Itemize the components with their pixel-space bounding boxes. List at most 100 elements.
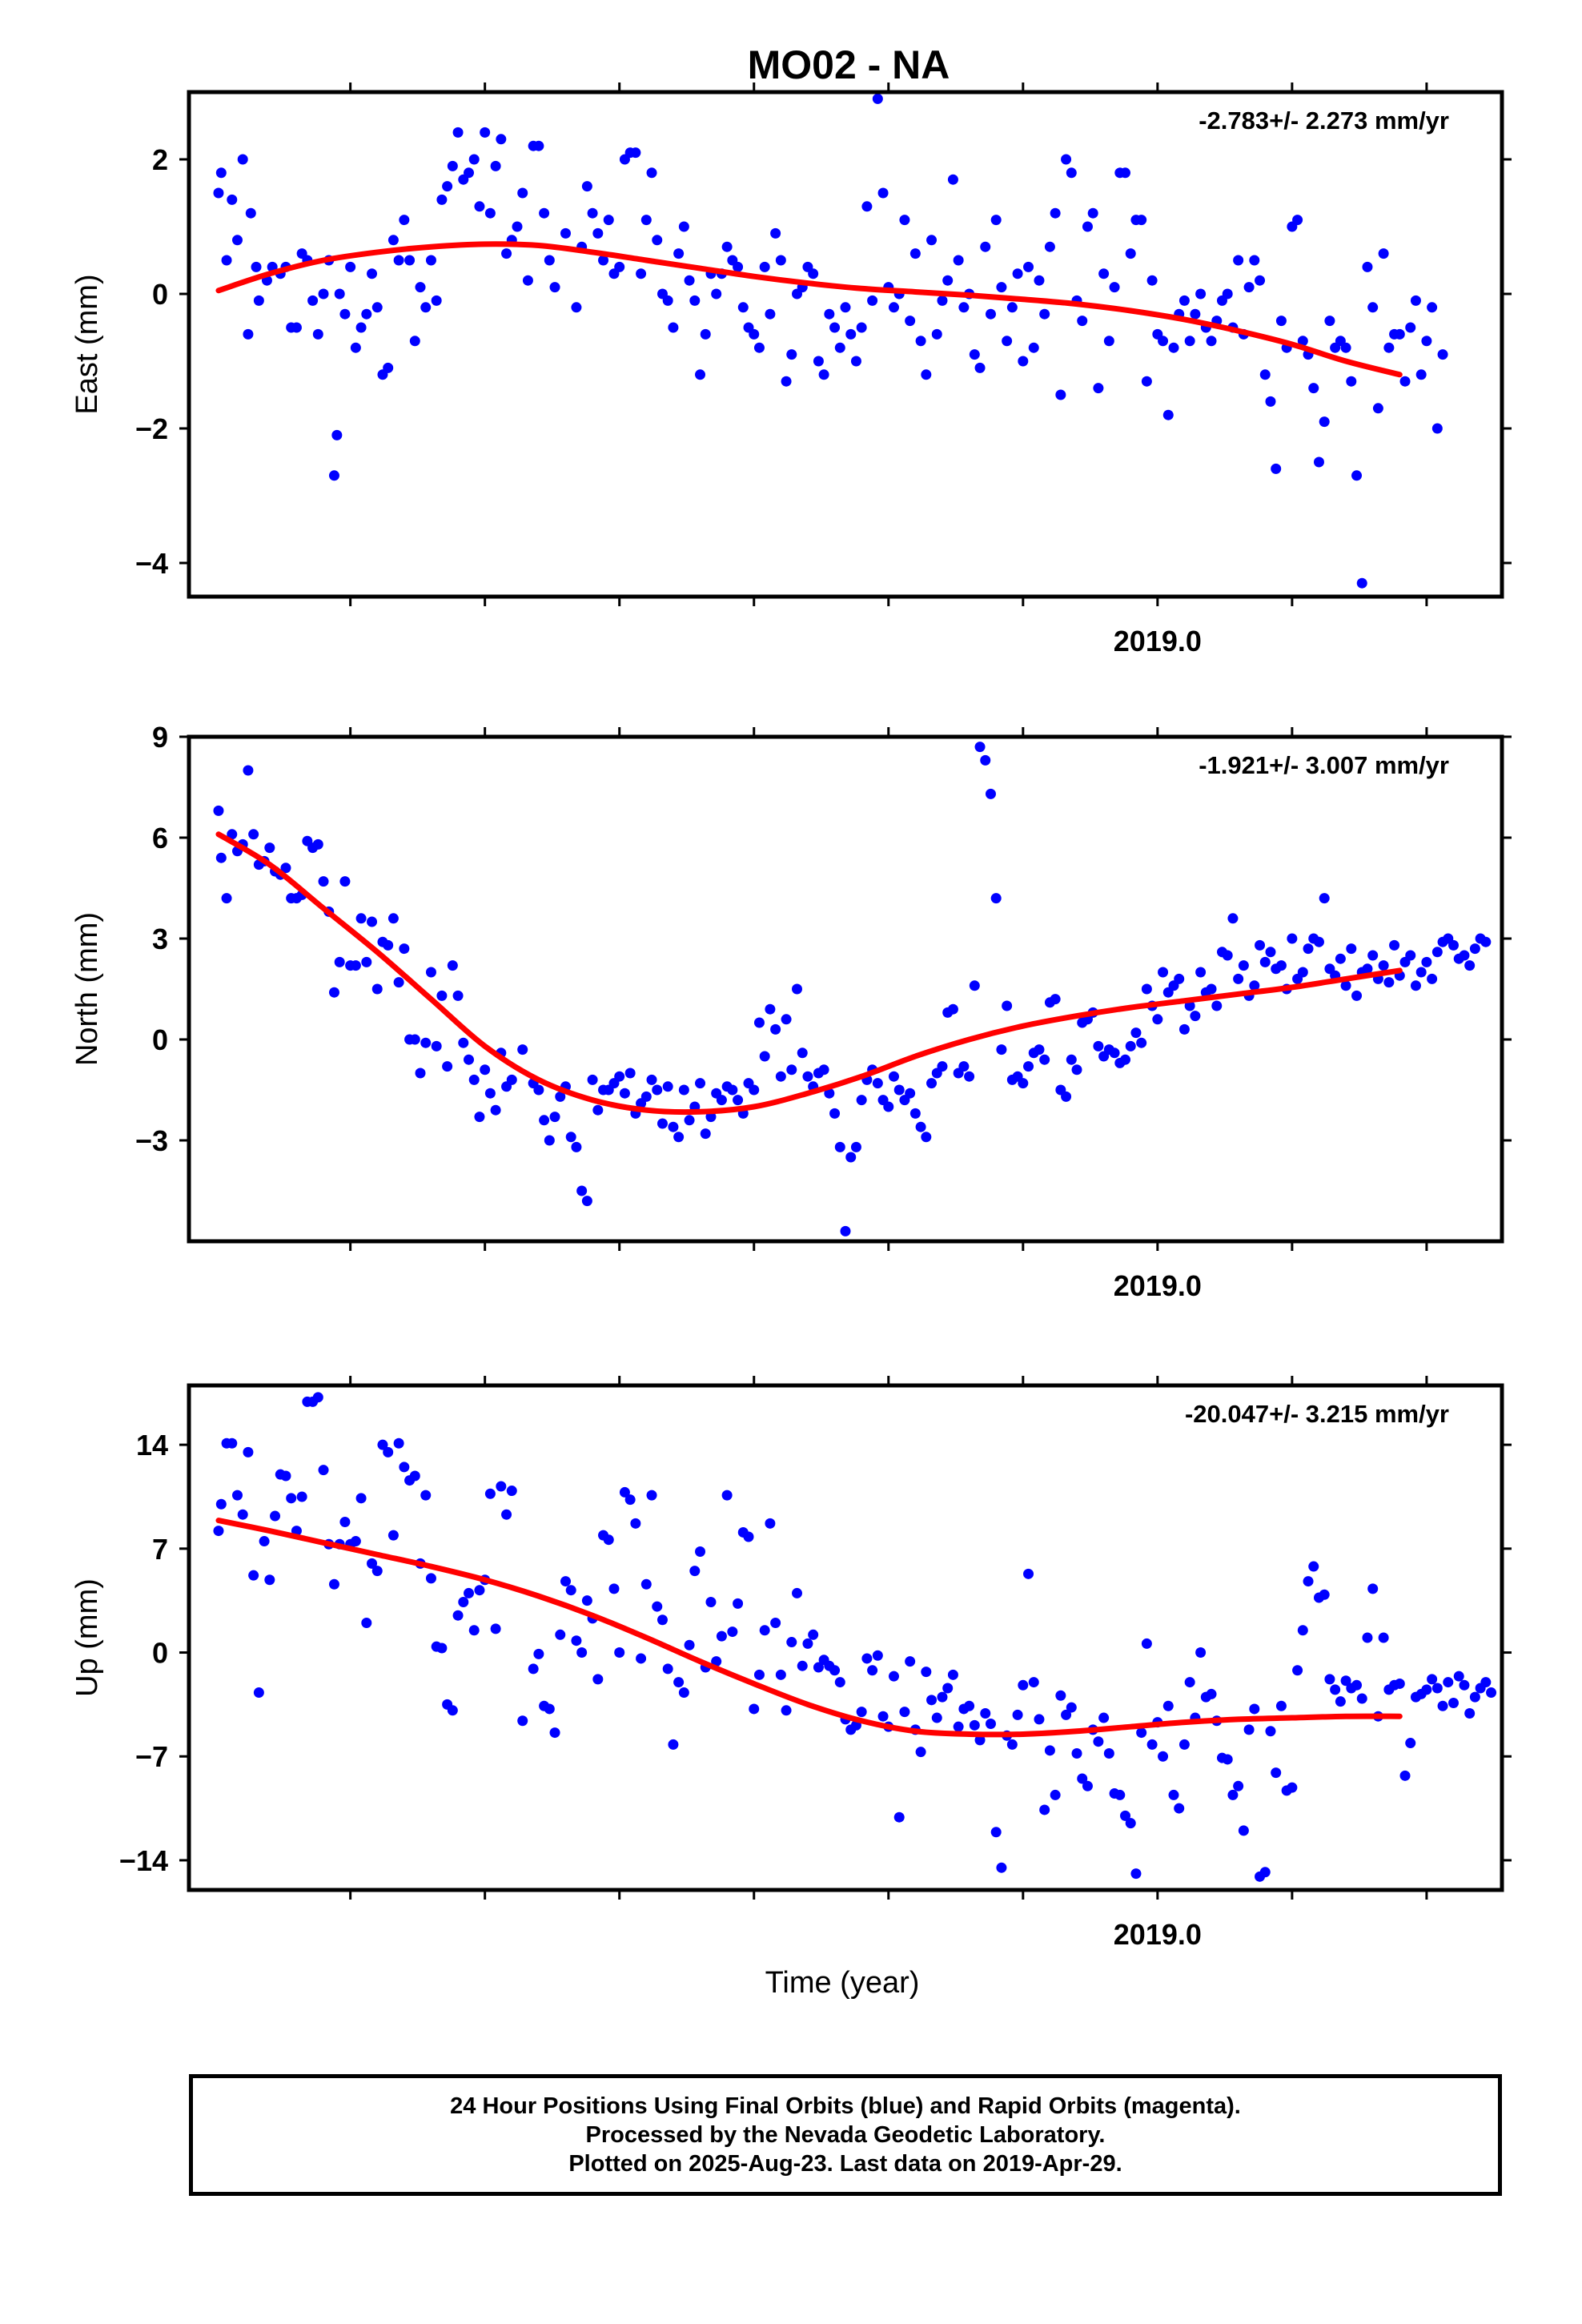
data-point [915,1121,926,1132]
data-point [775,1071,786,1082]
data-point [678,1687,689,1699]
data-point [1297,336,1308,347]
data-point [813,356,824,367]
data-point [1265,1726,1276,1737]
footer-line-2: Processed by the Nevada Geodetic Laborat… [585,2122,1106,2148]
data-point [517,1044,528,1055]
data-point [1255,275,1266,286]
data-point [1427,973,1438,984]
data-point [409,1034,420,1045]
data-point [227,194,238,205]
data-point [1233,973,1244,984]
data-point [517,187,528,199]
data-point [420,1490,432,1501]
data-point [673,1132,685,1143]
data-point [781,1705,792,1716]
data-point [1195,1647,1207,1659]
data-point [1141,1638,1152,1649]
data-point [1265,947,1276,958]
data-point [749,1084,760,1096]
data-point [1077,316,1088,327]
data-point [1109,282,1120,293]
y-tick-label: −14 [119,1844,168,1877]
data-point [1324,1674,1335,1685]
data-point [770,1617,781,1628]
data-point [318,1465,329,1476]
data-point [695,369,706,380]
y-tick-label: 14 [136,1429,168,1462]
data-point [1018,1078,1029,1089]
data-point [468,1625,480,1636]
data-point [1146,275,1158,286]
data-point [1061,1091,1072,1102]
data-point [1340,980,1351,991]
data-point [668,322,679,333]
data-point [1034,1714,1045,1725]
data-point [1130,1868,1142,1880]
data-point [1233,1780,1244,1791]
data-point [367,268,378,279]
y-tick-label: 2 [152,143,168,176]
data-point [517,1715,528,1727]
data-point [592,1674,604,1685]
data-point [614,1647,625,1659]
data-point [474,1112,485,1123]
data-point [888,1071,899,1082]
data-point [624,1494,636,1506]
data-point [850,1141,861,1152]
data-point [1158,336,1169,347]
data-point [544,255,555,266]
data-point [270,1510,281,1522]
data-point [1082,1780,1093,1791]
data-point [737,302,749,313]
data-point [544,1135,555,1146]
data-point [468,154,480,165]
data-point [215,1498,227,1510]
data-point [1243,1724,1255,1735]
data-point [673,1677,685,1688]
data-point [1415,369,1427,380]
data-point [345,261,356,272]
data-point [1410,980,1421,991]
y-tick-label: 9 [152,721,168,754]
data-point [808,268,819,279]
data-point [560,227,571,239]
data-point [711,288,722,300]
y-tick-label: −3 [135,1124,168,1157]
data-point [652,1601,663,1612]
data-point [371,983,383,995]
data-point [1469,943,1480,955]
data-point [264,1574,275,1586]
data-point [646,1490,657,1501]
data-point [1227,913,1239,924]
data-point [893,1811,905,1823]
data-point [442,181,453,192]
data-point [367,1558,378,1569]
footer-box: 24 Hour Positions Using Final Orbits (bl… [189,2074,1502,2196]
data-point [905,1088,916,1099]
data-point [990,893,1002,904]
data-point [996,1862,1007,1873]
data-point [409,336,420,347]
y-tick-label: 0 [152,1637,168,1670]
rate-annotation: -2.783+/- 2.273 mm/yr [1199,107,1449,135]
data-point [721,1490,733,1501]
data-point [1082,221,1093,232]
data-point [689,1566,701,1577]
y-tick-label: −4 [135,547,168,580]
data-point [861,201,873,212]
data-point [1120,167,1131,179]
data-point [1077,1773,1088,1784]
data-point [1249,255,1260,266]
data-point [409,1470,420,1482]
data-point [1313,936,1324,947]
data-point [656,1118,668,1129]
data-point [1093,383,1104,394]
data-point [1448,1698,1460,1709]
data-point [974,362,986,373]
data-point [1319,416,1330,428]
data-point [953,255,964,266]
data-point [856,322,867,333]
data-point [888,1671,899,1682]
data-point [307,295,319,306]
